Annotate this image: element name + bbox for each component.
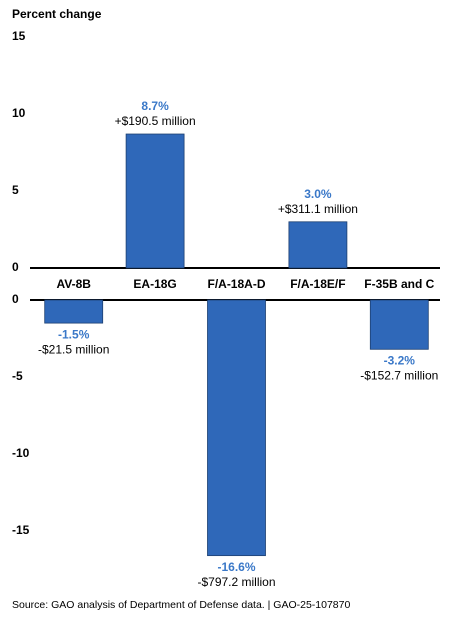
x-tick-label: EA-18G	[133, 277, 176, 291]
bar	[44, 299, 104, 324]
bar	[125, 133, 185, 269]
value-label: 8.7%	[141, 99, 169, 113]
chart-title: Percent change	[12, 7, 102, 21]
value-label: -16.6%	[217, 560, 255, 574]
y-tick-label: -10	[12, 446, 30, 460]
value-label: 3.0%	[304, 187, 332, 201]
y-tick-label: -5	[12, 369, 23, 383]
x-tick-label: AV-8B	[56, 277, 91, 291]
bar	[369, 299, 429, 350]
y-tick-label: 10	[12, 106, 26, 120]
x-tick-label: F/A-18E/F	[290, 277, 345, 291]
amount-label: -$797.2 million	[197, 575, 275, 589]
y-tick-label: 0	[12, 292, 19, 306]
amount-label: -$21.5 million	[38, 342, 109, 356]
y-tick-label: 5	[12, 183, 19, 197]
value-label: -1.5%	[58, 327, 90, 341]
x-tick-label: F-35B and C	[364, 277, 434, 291]
amount-label: -$152.7 million	[360, 368, 438, 382]
y-tick-label: 0	[12, 260, 19, 274]
amount-label: +$311.1 million	[278, 202, 358, 216]
y-tick-label: 15	[12, 29, 26, 43]
y-tick-label: -15	[12, 523, 30, 537]
bar	[207, 299, 266, 557]
source-note: Source: GAO analysis of Department of De…	[12, 599, 350, 611]
x-tick-label: F/A-18A-D	[207, 277, 265, 291]
amount-label: +$190.5 million	[115, 114, 196, 128]
bar	[288, 221, 348, 269]
value-label: -3.2%	[384, 353, 416, 367]
